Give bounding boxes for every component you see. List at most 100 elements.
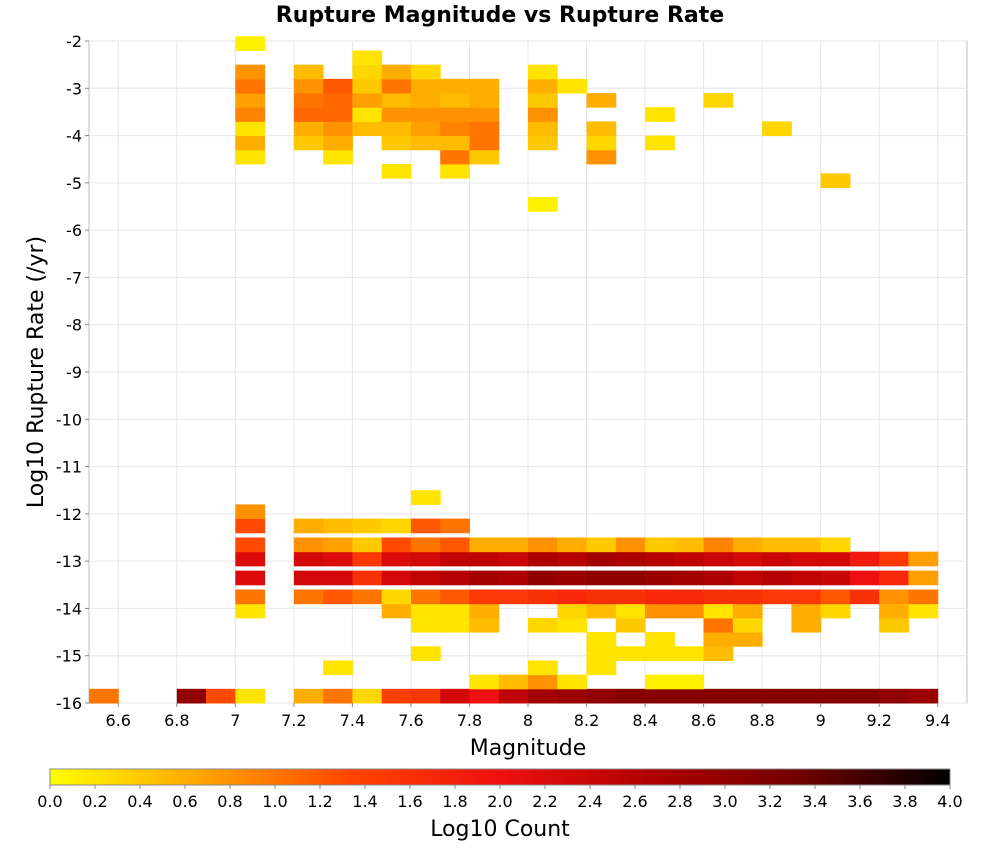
heatmap-cell xyxy=(879,589,909,605)
colorbar-tick-label: 4.0 xyxy=(937,792,962,811)
heatmap-cell xyxy=(820,688,851,704)
heatmap-cell xyxy=(469,121,500,137)
heatmap-cell xyxy=(323,537,353,553)
heatmap-cell xyxy=(235,64,266,80)
chart-title: Rupture Magnitude vs Rupture Rate xyxy=(276,3,724,28)
y-tick-label: -16 xyxy=(56,694,82,713)
heatmap-cell xyxy=(586,589,617,605)
heatmap-cell xyxy=(176,688,207,704)
heatmap-cell xyxy=(410,570,441,586)
heatmap-cell xyxy=(381,518,412,534)
y-tick-label: -15 xyxy=(56,647,82,666)
heatmap-cell xyxy=(469,135,500,151)
heatmap-cell xyxy=(440,518,470,534)
heatmap-cell xyxy=(469,674,500,690)
colorbar-tick-label: 0.0 xyxy=(37,792,62,811)
heatmap-cell xyxy=(381,570,412,586)
y-tick-label: -4 xyxy=(66,127,82,146)
heatmap-cell xyxy=(732,589,763,605)
heatmap-cell xyxy=(557,617,588,633)
heatmap-cell xyxy=(410,537,441,553)
heatmap-cell xyxy=(732,632,763,647)
colorbar-tick-label: 2.0 xyxy=(487,792,512,811)
heatmap-cell xyxy=(820,173,851,189)
heatmap-cell xyxy=(323,570,353,586)
colorbar-tick-label: 3.8 xyxy=(892,792,917,811)
heatmap-cell xyxy=(586,93,617,108)
y-tick-label: -14 xyxy=(56,599,82,618)
heatmap-cell xyxy=(293,78,324,94)
heatmap-cell xyxy=(791,537,822,553)
heatmap-cell xyxy=(352,121,383,137)
heatmap-cell xyxy=(323,551,353,567)
heatmap-cell xyxy=(498,688,529,704)
heatmap-cell xyxy=(908,570,939,586)
heatmap-cell xyxy=(703,603,734,619)
heatmap-cell xyxy=(674,603,705,619)
colorbar-tick-label: 3.2 xyxy=(757,792,782,811)
colorbar-ticks: 0.0 0.2 0.4 0.6 0.8 1.0 1.2 1.4 1.6 1.8 2.0 2.2 2.4 2… xyxy=(37,785,963,811)
heatmap-cell xyxy=(440,570,470,586)
heatmap-cell xyxy=(469,537,500,553)
heatmap-cell xyxy=(528,78,558,94)
heatmap-cell xyxy=(293,64,324,80)
heatmap-cell xyxy=(381,163,412,179)
heatmap-cell xyxy=(352,688,383,704)
heatmap-cell xyxy=(381,93,412,108)
heatmap-cell xyxy=(586,688,617,704)
heatmap-cell xyxy=(323,121,353,137)
x-tick-label: 7 xyxy=(230,711,240,730)
heatmap-cell xyxy=(293,537,324,553)
colorbar-tick-label: 0.6 xyxy=(172,792,197,811)
heatmap-cell xyxy=(440,107,470,122)
heatmap-cell xyxy=(820,603,851,619)
heatmap-cell xyxy=(381,121,412,137)
heatmap-cell xyxy=(615,537,646,553)
heatmap-cell xyxy=(703,537,734,553)
heatmap-cell xyxy=(762,570,792,586)
heatmap-cell xyxy=(586,646,617,661)
heatmap-cell xyxy=(674,646,705,661)
y-tick-label: -7 xyxy=(66,268,82,287)
heatmap-cell xyxy=(879,688,909,704)
heatmap-cell xyxy=(440,78,470,94)
heatmap-cell xyxy=(440,589,470,605)
heatmap-cell xyxy=(615,589,646,605)
heatmap-cell xyxy=(323,149,353,165)
heatmap-cell xyxy=(762,551,792,567)
colorbar-tick-label: 0.4 xyxy=(127,792,152,811)
colorbar-tick-label: 0.2 xyxy=(82,792,107,811)
heatmap-cell xyxy=(469,551,500,567)
heatmap-cell xyxy=(469,78,500,94)
heatmap-cell xyxy=(586,632,617,647)
heatmap-cell xyxy=(440,121,470,137)
heatmap-cell xyxy=(615,688,646,704)
heatmap-cell xyxy=(410,64,441,80)
heatmap-cell xyxy=(293,121,324,137)
heatmap-cell xyxy=(410,135,441,151)
heatmap-cell xyxy=(586,660,617,676)
heatmap-cell xyxy=(645,537,675,553)
y-tick-label: -5 xyxy=(66,174,82,193)
heatmap-cell xyxy=(352,107,383,122)
heatmap-cell xyxy=(440,135,470,151)
heatmap-cell xyxy=(410,93,441,108)
colorbar-tick-label: 3.6 xyxy=(847,792,872,811)
heatmap-cell xyxy=(557,551,588,567)
heatmap-cell xyxy=(528,107,558,122)
heatmap-cell xyxy=(293,107,324,122)
heatmap-cell xyxy=(528,121,558,137)
heatmap-cell xyxy=(732,537,763,553)
heatmap-cell xyxy=(469,617,500,633)
heatmap-cell xyxy=(440,617,470,633)
heatmap-cell xyxy=(440,537,470,553)
heatmap-cell xyxy=(498,537,529,553)
heatmap-cell xyxy=(352,78,383,94)
heatmap-cell xyxy=(293,570,324,586)
heatmap-cell xyxy=(410,617,441,633)
heatmap-cell xyxy=(469,603,500,619)
heatmap-cell xyxy=(410,551,441,567)
heatmap-cell xyxy=(235,78,266,94)
heatmap-cell xyxy=(323,78,353,94)
heatmap-cell xyxy=(820,589,851,605)
